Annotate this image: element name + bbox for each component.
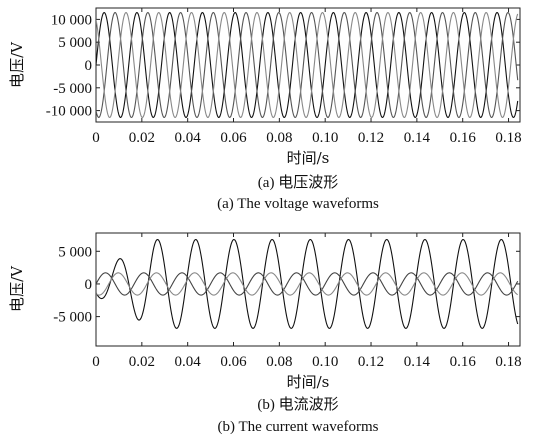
x-tick-label: 0.12 (358, 130, 384, 146)
x-tick-label: 0.16 (450, 130, 477, 146)
y-axis-label: 电压/V (8, 41, 26, 88)
x-tick-label: 0.18 (495, 130, 521, 146)
series-line-2 (96, 272, 519, 296)
y-tick-label: -10 000 (46, 104, 92, 120)
x-tick-label: 0.10 (312, 354, 338, 370)
y-tick-label: 10 000 (51, 12, 92, 28)
current-chart: 0 0.02 0.04 0.06 0.08 0.10 0.12 0.14 0.16 0.18 5 0… (8, 232, 522, 435)
y-tick-label: 0 (85, 277, 93, 293)
y-axis-label: 电压/V (8, 265, 26, 312)
y-tick-label: 5 000 (58, 35, 92, 51)
y-tick-label: -5 000 (53, 81, 92, 97)
y-tick-label: -5 000 (53, 310, 92, 326)
x-tick-label: 0.06 (220, 354, 247, 370)
x-tick-label: 0.06 (220, 130, 247, 146)
x-tick-label: 0.12 (358, 354, 384, 370)
x-tick-label: 0.08 (266, 130, 292, 146)
series-line-1 (96, 238, 519, 329)
x-tick-label: 0.16 (450, 354, 477, 370)
x-tick-label: 0.18 (495, 354, 521, 370)
series-line-3 (96, 11, 519, 119)
caption-english: (a) The voltage waveforms (217, 196, 379, 212)
plot-frame (95, 232, 521, 347)
caption-chinese: (b) 电流波形 (257, 396, 338, 413)
x-tick-label: 0.04 (175, 130, 202, 146)
x-axis-label: 时间/s (287, 373, 330, 391)
x-tick-label: 0.10 (312, 130, 338, 146)
x-tick-label: 0.04 (175, 354, 202, 370)
series-line-2 (96, 11, 519, 119)
series-line-1 (96, 11, 519, 119)
y-tick-label: 0 (85, 58, 93, 74)
x-tick-label: 0.02 (129, 130, 155, 146)
y-tick-label: 5 000 (58, 244, 92, 260)
caption-english: (b) The current waveforms (218, 419, 379, 435)
x-tick-label: 0 (92, 354, 100, 370)
x-tick-label: 0.14 (404, 354, 431, 370)
x-tick-label: 0.02 (129, 354, 155, 370)
series-line-3 (96, 272, 518, 296)
caption-chinese: (a) 电压波形 (258, 174, 338, 191)
voltage-chart: 0 0.02 0.04 0.06 0.08 0.10 0.12 0.14 0.16 0.18 10 … (8, 7, 522, 212)
x-tick-label: 0.08 (266, 354, 292, 370)
x-tick-label: 0 (92, 130, 100, 146)
x-tick-label: 0.14 (404, 130, 431, 146)
x-axis-label: 时间/s (287, 149, 330, 167)
